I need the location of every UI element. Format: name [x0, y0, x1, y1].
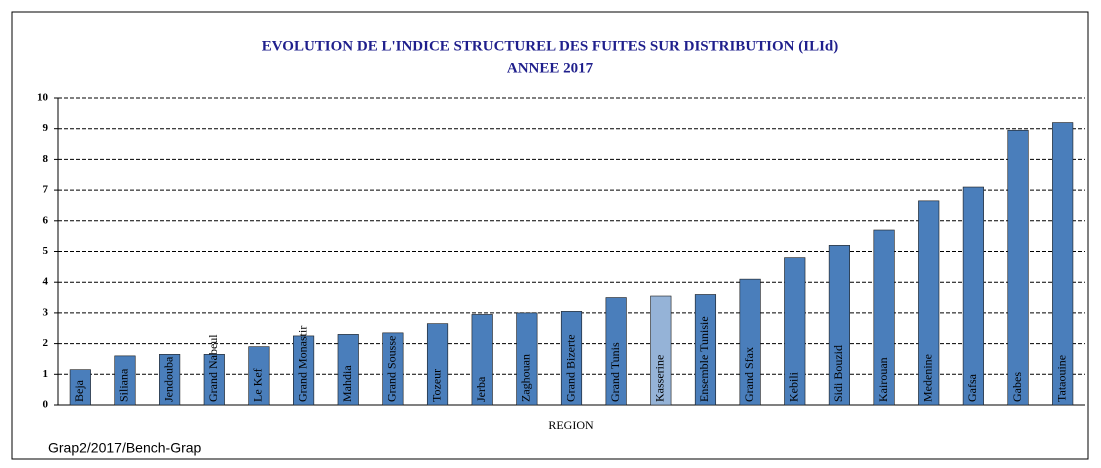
category-label: Gabes: [1010, 372, 1024, 402]
footnote: Grap2/2017/Bench-Grap: [48, 440, 202, 456]
y-tick-label: 1: [43, 368, 49, 380]
bar: [560, 311, 583, 406]
y-tick-label: 8: [43, 153, 49, 165]
y-tick-label: 5: [43, 245, 49, 257]
y-tick-label: 4: [43, 276, 49, 288]
bar: [248, 346, 270, 406]
bar: [293, 335, 315, 406]
category-label: Siliana: [117, 368, 131, 402]
bar: [784, 257, 806, 406]
category-label: Kairouan: [876, 357, 890, 402]
bar: [873, 229, 895, 406]
bar: [828, 245, 850, 406]
bar: [1007, 129, 1029, 406]
y-tick-label: 6: [43, 214, 49, 226]
category-label: Gafsa: [965, 373, 979, 402]
category-label: Kebili: [787, 371, 801, 402]
y-tick-label: 3: [43, 306, 49, 318]
bar: [516, 312, 538, 406]
category-label: Ensemble Tunisie: [697, 316, 711, 402]
y-tick-label: 10: [37, 92, 49, 104]
category-label: Grand Monastir: [295, 326, 309, 402]
bar: [1052, 122, 1074, 406]
bar: [337, 334, 359, 406]
bar: [382, 332, 404, 406]
bar: [114, 355, 136, 406]
category-label: Tozeur: [429, 369, 443, 402]
category-label: Medenine: [920, 354, 934, 402]
x-axis-label: REGION: [548, 418, 594, 432]
y-tick-label: 2: [43, 337, 49, 349]
bar: [203, 354, 225, 406]
category-label: Grand Sousse: [385, 336, 399, 402]
y-tick-label: 9: [43, 122, 49, 134]
category-label: Sidi Bouzid: [831, 345, 845, 402]
bar: [918, 200, 940, 406]
chart-title: EVOLUTION DE L'INDICE STRUCTUREL DES FUI…: [262, 38, 839, 54]
frame: [11, 11, 1089, 460]
category-label: Mahdia: [340, 365, 354, 402]
category-label: Jerba: [474, 376, 488, 402]
category-label: Grand Sfax: [742, 347, 756, 402]
bar: [471, 314, 493, 406]
bar: [739, 278, 761, 406]
bar: [605, 297, 627, 406]
bar: [159, 354, 181, 406]
bar: [962, 186, 984, 406]
bar: [650, 295, 672, 406]
category-label: Tataouine: [1054, 355, 1068, 402]
chart-subtitle: ANNEE 2017: [507, 60, 594, 76]
category-label: Le Kef: [251, 368, 265, 402]
category-label: Beja: [72, 379, 86, 402]
y-tick-label: 0: [43, 399, 49, 411]
category-label: Grand Bizerte: [563, 334, 577, 402]
bar: [694, 294, 717, 406]
category-label: Grand Tunis: [608, 342, 622, 402]
bar: [426, 323, 449, 406]
y-tick-label: 7: [43, 184, 49, 196]
category-label: Grand Nabeul: [206, 334, 220, 402]
category-label: Zaghouan: [519, 354, 533, 402]
bar: [69, 369, 91, 406]
category-label: Jendouba: [161, 356, 175, 402]
category-label: Kasserine: [653, 355, 667, 402]
